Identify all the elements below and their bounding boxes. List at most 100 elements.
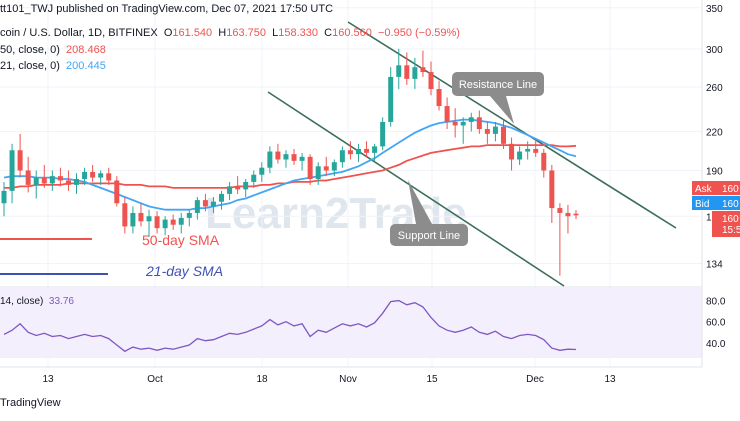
candle-body bbox=[130, 212, 136, 227]
symbol-line: coin / U.S. Dollar, 1D, BITFINEX O161.54… bbox=[0, 27, 460, 39]
sma50-legend-value: 208.468 bbox=[66, 44, 106, 56]
price-tick-134: 134 bbox=[706, 259, 723, 270]
candle-body bbox=[9, 150, 15, 191]
candle-body bbox=[65, 180, 71, 185]
candle-body bbox=[420, 67, 426, 73]
candle-body bbox=[388, 76, 394, 122]
candle-body bbox=[146, 216, 152, 222]
candle-body bbox=[17, 150, 23, 171]
bar-countdown: 15:5 bbox=[722, 225, 740, 236]
candle-body bbox=[500, 126, 506, 144]
candle-body bbox=[404, 65, 410, 79]
candle-body bbox=[339, 150, 345, 163]
last-price-badge: 160 15:5 bbox=[712, 211, 740, 237]
support-callout[interactable]: Support Line bbox=[390, 180, 468, 246]
sma21-legend[interactable]: 21, close, 0) 200.445 bbox=[0, 60, 106, 72]
tradingview-brand[interactable]: TradingView bbox=[0, 397, 61, 409]
sma50-legend[interactable]: 50, close, 0) 208.468 bbox=[0, 44, 106, 56]
candle-body bbox=[41, 177, 47, 184]
sma21-annotation: 21-day SMA bbox=[145, 263, 223, 279]
time-tick-Nov: Nov bbox=[339, 374, 357, 385]
candle-body bbox=[170, 219, 176, 225]
candle-body bbox=[323, 166, 329, 171]
time-tick-Oct: Oct bbox=[147, 374, 163, 385]
rsi-legend-value: 33.76 bbox=[48, 296, 74, 307]
candle-body bbox=[436, 89, 442, 107]
support-label: Support Line bbox=[398, 230, 460, 242]
candle-body bbox=[492, 126, 498, 134]
price-tick-260: 260 bbox=[706, 83, 723, 94]
time-tick-18: 18 bbox=[256, 374, 268, 385]
bid-value: 160 bbox=[722, 199, 739, 210]
ask-label: Ask bbox=[695, 184, 713, 195]
candle-body bbox=[194, 200, 200, 213]
candle-body bbox=[452, 121, 458, 126]
ask-value: 160 bbox=[722, 184, 739, 195]
resistance-line bbox=[347, 21, 677, 229]
last-price-value: 160 bbox=[722, 214, 739, 225]
candle-body bbox=[219, 193, 225, 202]
ohlc-l-label: L bbox=[272, 27, 279, 39]
sma21-legend-value: 200.445 bbox=[66, 60, 106, 72]
candle-body bbox=[557, 208, 563, 213]
resistance-callout[interactable]: Resistance Line bbox=[452, 72, 544, 124]
candle-body bbox=[444, 106, 450, 122]
candles bbox=[1, 48, 579, 276]
time-axis[interactable]: 13 Oct 18 Nov 15 Dec 13 bbox=[42, 374, 616, 385]
candle-body bbox=[525, 148, 531, 152]
rsi-band bbox=[0, 288, 702, 358]
ask-badge: Ask 160 bbox=[692, 181, 740, 195]
candle-body bbox=[259, 167, 265, 175]
candle-body bbox=[154, 216, 160, 229]
candle-body bbox=[428, 72, 434, 90]
sma50-annotation: 50-day SMA bbox=[142, 232, 220, 248]
bid-label: Bid bbox=[695, 199, 709, 210]
ohlc-c-label: C bbox=[324, 27, 333, 39]
candle-body bbox=[114, 180, 120, 204]
candle-body bbox=[468, 117, 474, 122]
candle-body bbox=[412, 67, 418, 79]
rsi-tick-60.0: 60.0 bbox=[706, 318, 726, 329]
candle-body bbox=[227, 186, 233, 194]
rsi-axis: 80.0 60.0 40.0 bbox=[706, 297, 726, 350]
rsi-tick-80.0: 80.0 bbox=[706, 297, 726, 308]
rsi-legend[interactable]: 14, close) 33.76 bbox=[0, 296, 74, 307]
time-tick-13: 13 bbox=[604, 374, 616, 385]
candle-body bbox=[331, 162, 337, 171]
candle-body bbox=[122, 203, 128, 227]
candle-body bbox=[82, 171, 88, 180]
price-tick-190: 190 bbox=[706, 166, 723, 177]
ohlc-open: 161.540 bbox=[172, 27, 213, 39]
candle-body bbox=[573, 213, 579, 216]
candle-body bbox=[347, 150, 353, 155]
candle-body bbox=[138, 212, 144, 222]
candle-body bbox=[275, 151, 281, 160]
symbol-title: coin / U.S. Dollar, 1D, BITFINEX bbox=[0, 27, 158, 39]
candle-body bbox=[541, 152, 547, 171]
candle-body bbox=[243, 181, 249, 190]
candle-body bbox=[380, 121, 386, 147]
candle-body bbox=[106, 173, 112, 181]
candle-body bbox=[291, 154, 297, 161]
ohlc-low: 158.330 bbox=[278, 27, 319, 39]
time-tick-Dec: Dec bbox=[526, 374, 544, 385]
ohlc-o-label: O bbox=[163, 27, 173, 39]
candle-body bbox=[460, 121, 466, 126]
candle-body bbox=[267, 151, 273, 168]
publisher-line: tt101_TWJ published on TradingView.com, … bbox=[0, 3, 334, 15]
channel-lines bbox=[267, 21, 677, 287]
candle-body bbox=[549, 170, 555, 209]
ohlc-change: −0.950 (−0.59%) bbox=[378, 27, 460, 39]
candle-body bbox=[283, 154, 289, 160]
ohlc-h-label: H bbox=[218, 27, 227, 39]
rsi-line bbox=[3, 299, 577, 353]
candle-body bbox=[372, 146, 378, 153]
rsi-tick-40.0: 40.0 bbox=[706, 339, 726, 350]
ohlc-high: 163.750 bbox=[226, 27, 267, 39]
price-tick-350: 350 bbox=[706, 4, 723, 15]
candle-body bbox=[74, 179, 80, 185]
candle-body bbox=[517, 151, 523, 160]
candle-body bbox=[178, 217, 184, 225]
